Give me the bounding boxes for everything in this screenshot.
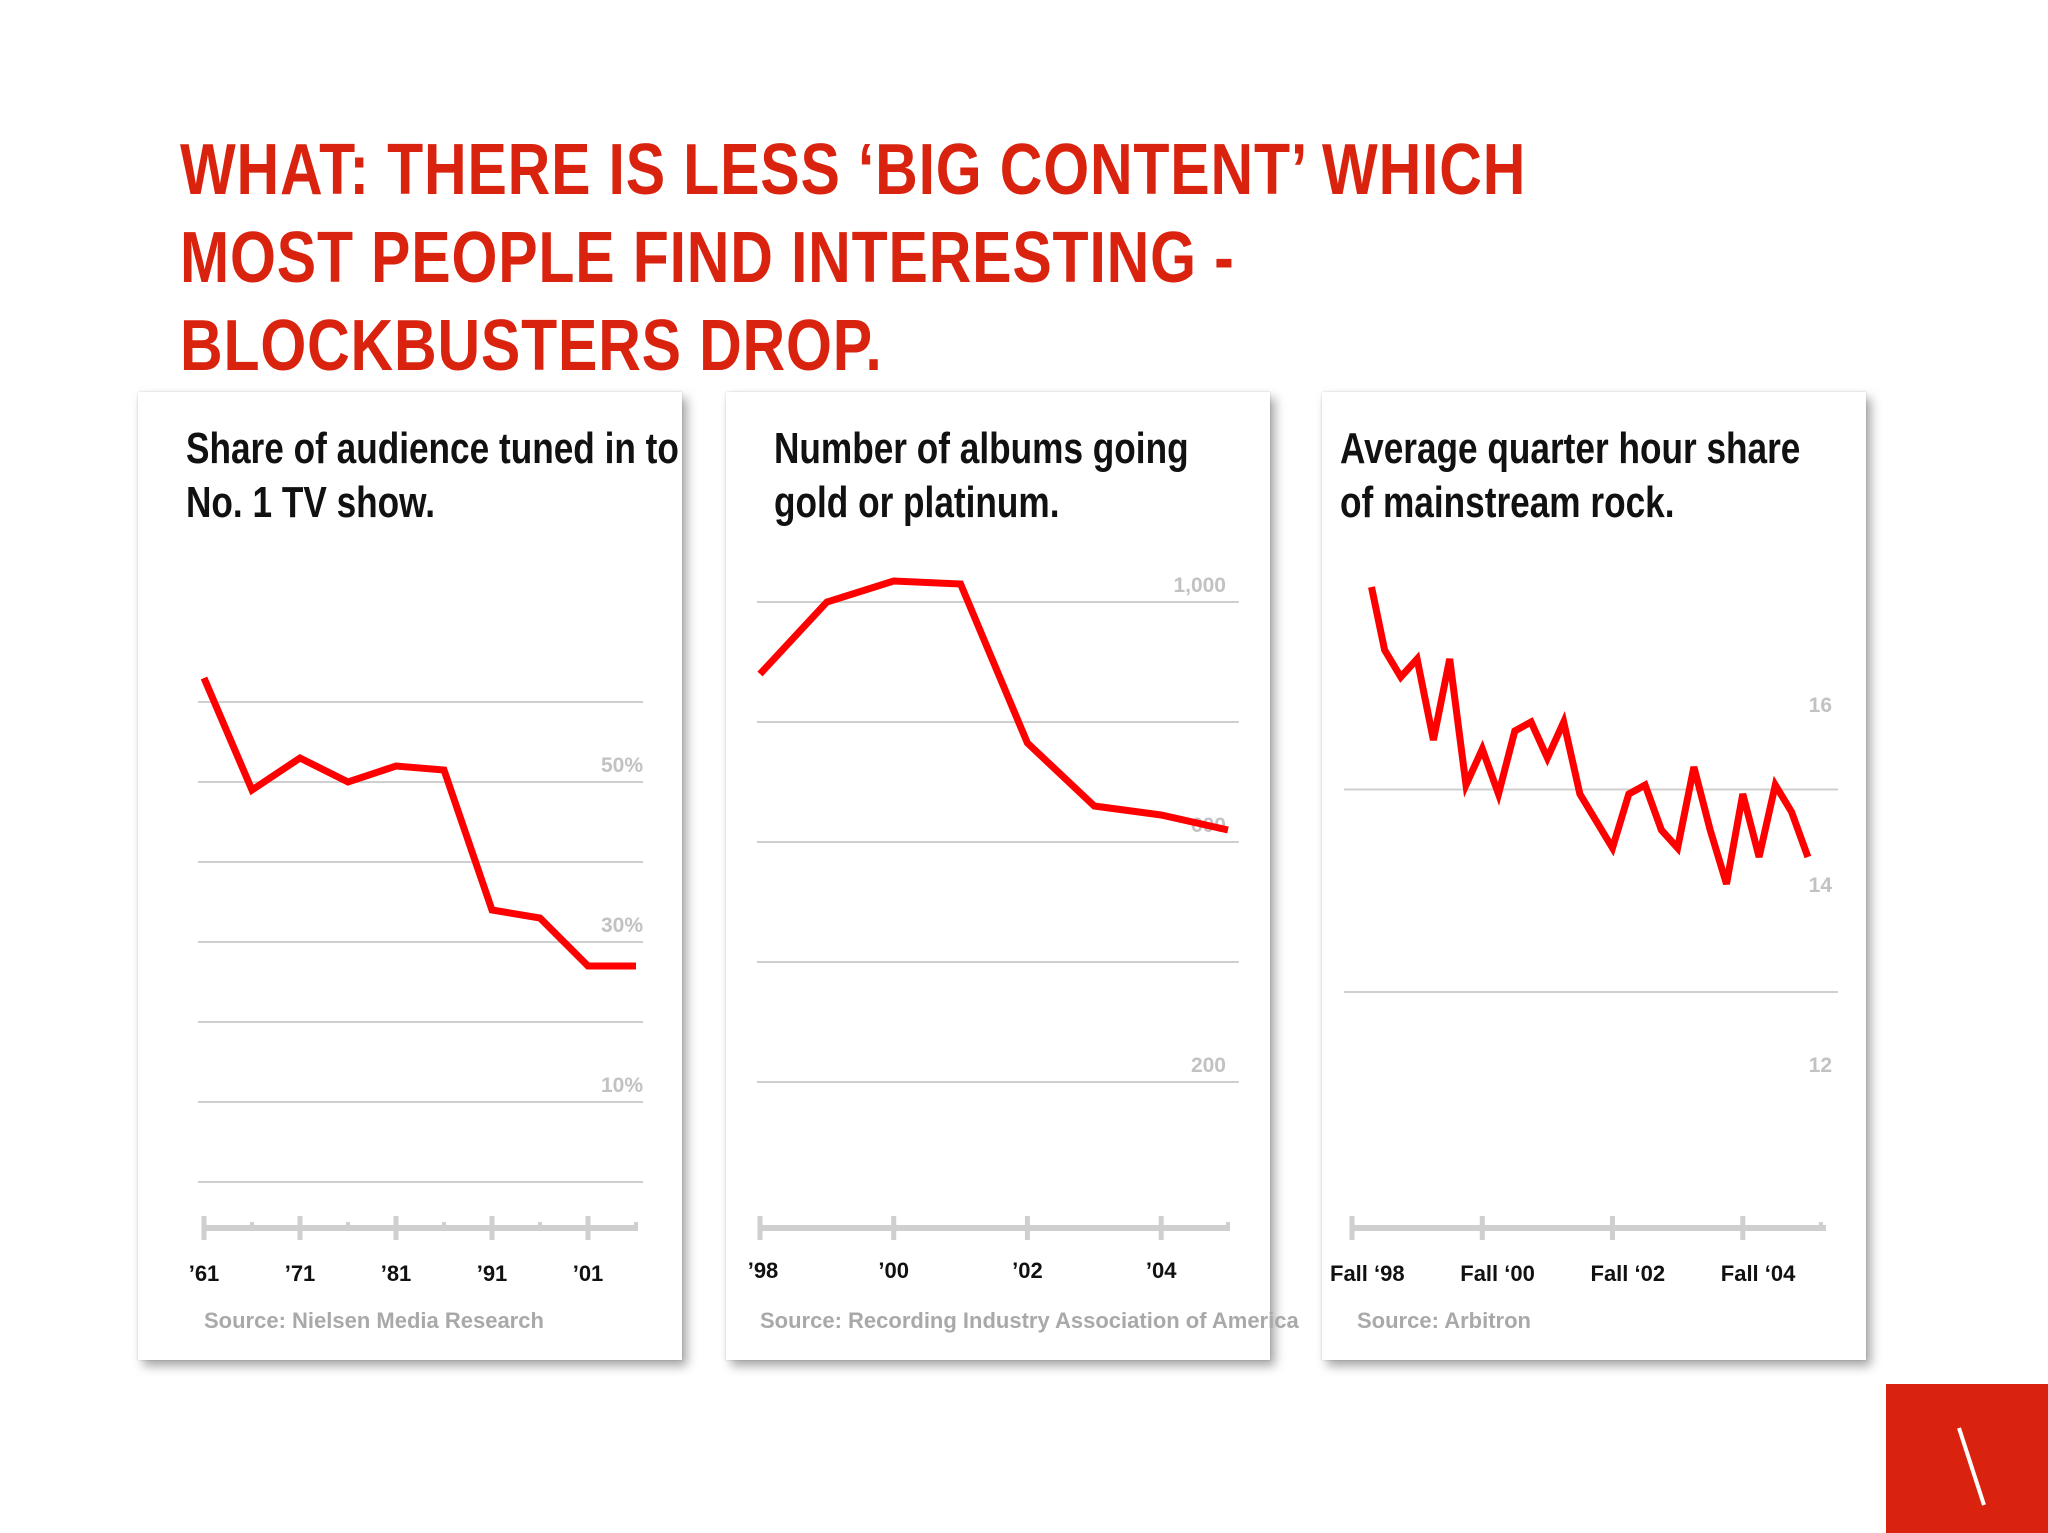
slide-headline: WHAT: THERE IS LESS ‘BIG CONTENT’ WHICH … xyxy=(180,130,1527,386)
chart-source: Source: Nielsen Media Research xyxy=(204,1308,544,1333)
y-tick-label: 14 xyxy=(1809,874,1833,897)
chart-tv-audience: 10% 30% 50% ’61 ’71 ’81 ’91 ’01 xyxy=(189,676,643,1286)
y-tick-label: 50% xyxy=(601,754,643,777)
x-tick-label: ’71 xyxy=(285,1261,316,1286)
backslash-logo-icon xyxy=(1957,1427,1986,1506)
x-tick-label: ’04 xyxy=(1146,1258,1177,1283)
x-tick-label: ’02 xyxy=(1012,1258,1043,1283)
chart-card-tv-audience: 10% 30% 50% ’61 ’71 ’81 ’91 ’01 Share of audien… xyxy=(138,392,682,1360)
y-tick-label: 16 xyxy=(1809,694,1832,717)
corner-logo xyxy=(1886,1384,2048,1533)
x-tick-label: Fall ‘00 xyxy=(1460,1261,1535,1286)
series-line xyxy=(757,577,1229,834)
x-tick-label: Fall ‘04 xyxy=(1721,1261,1796,1286)
x-tick-label: ’01 xyxy=(573,1261,604,1286)
chart-card-rock-share: 12 14 16 Fall ‘98 Fall ‘00 Fall ‘02 Fall ‘04 A… xyxy=(1322,392,1866,1360)
chart-source: Source: Arbitron xyxy=(1357,1308,1531,1333)
y-tick-label: 30% xyxy=(601,914,643,937)
series-line xyxy=(200,676,636,970)
series-line xyxy=(1368,586,1812,886)
x-tick-label: ’81 xyxy=(381,1261,412,1286)
chart-card-albums: 200 600 1,000’98’00’02’04 Number of albums… xyxy=(726,392,1299,1360)
x-tick-label: Fall ‘02 xyxy=(1591,1261,1666,1286)
y-tick-label: 10% xyxy=(601,1074,643,1097)
y-tick-label: 200 xyxy=(1191,1054,1226,1077)
y-tick-label: 12 xyxy=(1809,1054,1832,1077)
x-tick-label: ’91 xyxy=(477,1261,508,1286)
chart-rock-share: 12 14 16 Fall ‘98 Fall ‘00 Fall ‘02 Fall ‘04 xyxy=(1330,586,1838,1286)
chart-title: Average quarter hour share of mainstream… xyxy=(1340,424,1801,527)
x-tick-label: ’61 xyxy=(189,1261,220,1286)
x-tick-label: ’98 xyxy=(748,1258,779,1283)
y-tick-label: 1,000 xyxy=(1173,574,1226,597)
x-tick-label: Fall ‘98 xyxy=(1330,1261,1405,1286)
chart-title: Number of albums going gold or platinum. xyxy=(774,424,1189,527)
chart-source: Source: Recording Industry Association o… xyxy=(760,1308,1299,1333)
x-tick-label: ’00 xyxy=(878,1258,909,1283)
chart-title: Share of audience tuned in to No. 1 TV s… xyxy=(186,424,679,527)
